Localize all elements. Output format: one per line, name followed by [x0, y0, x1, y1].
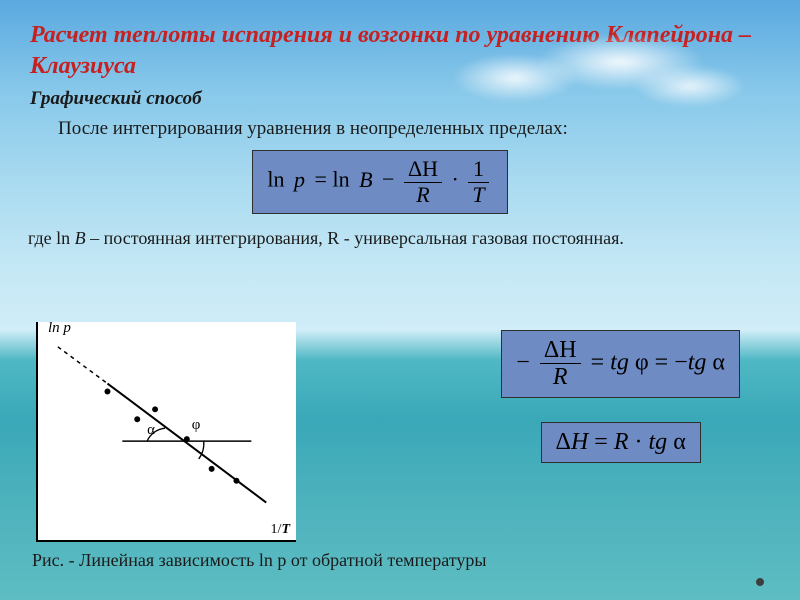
chart-svg: α φ — [38, 322, 296, 540]
chart-fit-dashed — [58, 347, 108, 384]
chart-point — [184, 436, 190, 442]
eq2-frac-d: R — [553, 364, 568, 390]
chart-point — [209, 466, 215, 472]
eq1-frac2-d: T — [472, 182, 484, 207]
eq1-frac-d: R — [416, 182, 429, 207]
equation-3: ΔH = R · tg α — [541, 422, 701, 463]
note-prefix: где ln — [28, 228, 75, 248]
eq1-frac-n: ΔH — [404, 157, 442, 182]
equations-right: − ΔH R = tg φ = −tg α ΔH = R · tg α — [501, 330, 740, 463]
eq2-frac-n: ΔH — [540, 337, 581, 364]
phi-label: φ — [192, 417, 201, 433]
eq1-frac-dH-R: ΔH R — [404, 157, 442, 206]
alpha-label: α — [147, 422, 155, 438]
equation-1-container: ln p = ln B − ΔH R · 1 T — [0, 150, 800, 213]
intro-text: После интегрирования уравнения в неопред… — [0, 110, 800, 144]
slide-nav-dot-icon — [756, 578, 764, 586]
eq1-minus: − — [382, 167, 394, 192]
chart-point — [152, 406, 158, 412]
eq1-B: B — [359, 167, 372, 192]
equation-2: − ΔH R = tg φ = −tg α — [501, 330, 740, 398]
chart-point — [134, 416, 140, 422]
eq2-frac: ΔH R — [540, 337, 581, 391]
chart-lnp-vs-1T: ln p 1/T α φ — [36, 322, 296, 542]
chart-point — [104, 388, 110, 394]
eq2-rhs: = tg φ = −tg α — [591, 349, 725, 375]
equation-1: ln p = ln B − ΔH R · 1 T — [252, 150, 507, 213]
figure-caption: Рис. - Линейная зависимость ln p от обра… — [0, 548, 486, 571]
eq1-eqln: = ln — [315, 167, 350, 192]
eq2-lead: − — [516, 349, 530, 375]
eq1-frac2-n: 1 — [468, 157, 488, 182]
eq1-frac-1-T: 1 T — [468, 157, 488, 206]
note-text: где ln B – постоянная интегрирования, R … — [0, 220, 800, 249]
note-suffix: – постоянная интегрирования, R - универс… — [86, 228, 624, 248]
background-clouds — [410, 30, 760, 110]
chart-fit-line — [107, 384, 266, 503]
eq1-ln: ln — [267, 167, 284, 192]
eq3-text: ΔH = R · tg α — [556, 429, 686, 455]
eq1-dot: · — [452, 167, 459, 192]
eq1-p: p — [294, 167, 305, 192]
note-B: B — [75, 228, 86, 248]
chart-point — [233, 478, 239, 484]
